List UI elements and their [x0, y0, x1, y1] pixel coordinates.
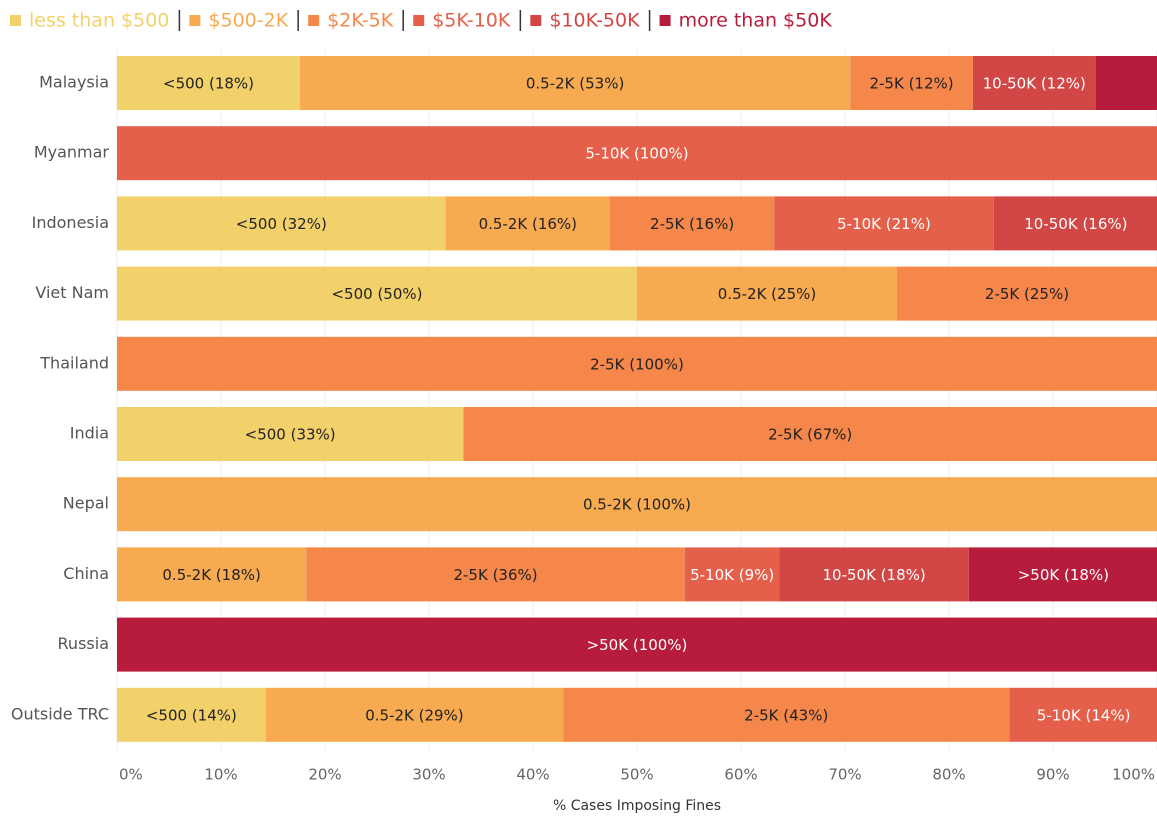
data-label: 2-5K (100%) [590, 355, 684, 373]
data-label: 2-5K (36%) [453, 566, 537, 584]
data-label: <500 (32%) [236, 215, 327, 233]
category-label: Viet Nam [35, 283, 109, 302]
data-label: 5-10K (9%) [690, 566, 774, 584]
bar-segment [117, 547, 307, 602]
category-label: China [63, 564, 109, 583]
data-label: 2-5K (16%) [650, 215, 734, 233]
data-label: 0.5-2K (100%) [583, 496, 691, 514]
bar-segment [300, 56, 851, 110]
data-label: 2-5K (12%) [869, 75, 953, 93]
data-label: 0.5-2K (29%) [365, 706, 463, 724]
legend-label: $10K-50K [549, 10, 640, 32]
bar-segment [117, 407, 464, 461]
data-label: <500 (14%) [146, 706, 237, 724]
category-label: Nepal [63, 494, 109, 513]
bar-segment [117, 477, 1157, 532]
legend-swatch [413, 15, 425, 26]
data-label: 0.5-2K (18%) [162, 566, 260, 584]
bar-segment [684, 547, 780, 602]
data-label: 10-50K (12%) [983, 75, 1086, 93]
x-axis-title: % Cases Imposing Fines [553, 798, 721, 814]
bar-segment [1095, 56, 1157, 110]
bar-segment [968, 547, 1157, 602]
bar-segment [445, 196, 610, 251]
data-label: 10-50K (18%) [822, 566, 925, 584]
legend-label: $500-2K [208, 10, 288, 32]
bar-segment [897, 266, 1157, 321]
category-label: Myanmar [34, 143, 110, 162]
legend-label: $5K-10K [432, 10, 511, 32]
legend-label: less than $500 [29, 10, 169, 32]
bar-segment [850, 56, 973, 110]
bar-segment [117, 126, 1157, 181]
bar-segment [117, 56, 301, 110]
bar-segment [117, 687, 266, 742]
data-label: 5-10K (14%) [1037, 706, 1131, 724]
x-tick-label: 50% [620, 766, 653, 784]
x-tick-label: 40% [516, 766, 549, 784]
data-label: 0.5-2K (53%) [526, 75, 624, 93]
bar-segment [774, 196, 994, 251]
category-label: Malaysia [39, 73, 109, 92]
data-label: 0.5-2K (16%) [479, 215, 577, 233]
data-label: 2-5K (67%) [768, 426, 852, 444]
bar-segment [609, 196, 775, 251]
legend-swatch [530, 15, 542, 26]
bar-segment [265, 687, 564, 742]
data-label: 0.5-2K (25%) [718, 285, 816, 303]
bar-segment [972, 56, 1096, 110]
data-label: <500 (18%) [163, 75, 254, 93]
x-tick-label: 100% [1112, 766, 1155, 784]
x-tick-label: 70% [828, 766, 861, 784]
x-tick-label: 30% [412, 766, 445, 784]
data-label: 2-5K (43%) [744, 706, 828, 724]
x-tick-label: 90% [1036, 766, 1069, 784]
x-tick-label: 80% [932, 766, 965, 784]
legend-swatch [308, 15, 320, 26]
category-label: Russia [58, 634, 109, 653]
bar-segment [779, 547, 969, 602]
data-label: 2-5K (25%) [985, 285, 1069, 303]
data-label: 10-50K (16%) [1024, 215, 1127, 233]
legend-swatch [189, 15, 201, 26]
data-label: <500 (50%) [331, 285, 422, 303]
data-label: 5-10K (21%) [837, 215, 931, 233]
bar-segment [306, 547, 685, 602]
x-tick-label: 0% [119, 766, 143, 784]
bar-segment [117, 196, 446, 251]
bar-segment [993, 196, 1157, 251]
legend-swatch [10, 15, 21, 26]
category-label: Indonesia [32, 213, 109, 232]
bar-segment [117, 266, 637, 321]
x-tick-label: 10% [204, 766, 237, 784]
data-label: 5-10K (100%) [585, 145, 688, 163]
bar-segment [563, 687, 1010, 742]
bar-segment [463, 407, 1157, 461]
data-label: <500 (33%) [245, 426, 336, 444]
x-tick-label: 60% [724, 766, 757, 784]
data-label: >50K (18%) [1018, 566, 1109, 584]
category-label: India [70, 424, 109, 443]
category-label: Thailand [39, 353, 109, 372]
category-label: Outside TRC [11, 704, 109, 723]
bar-segment [637, 266, 897, 321]
legend-swatch [659, 15, 671, 26]
bar-segment [117, 617, 1157, 672]
data-label: >50K (100%) [587, 636, 688, 654]
legend-label: more than $50K [679, 10, 833, 32]
bar-segment [117, 336, 1157, 391]
x-tick-label: 20% [308, 766, 341, 784]
legend-label: $2K-5K [327, 10, 394, 32]
bar-segment [1009, 687, 1157, 742]
